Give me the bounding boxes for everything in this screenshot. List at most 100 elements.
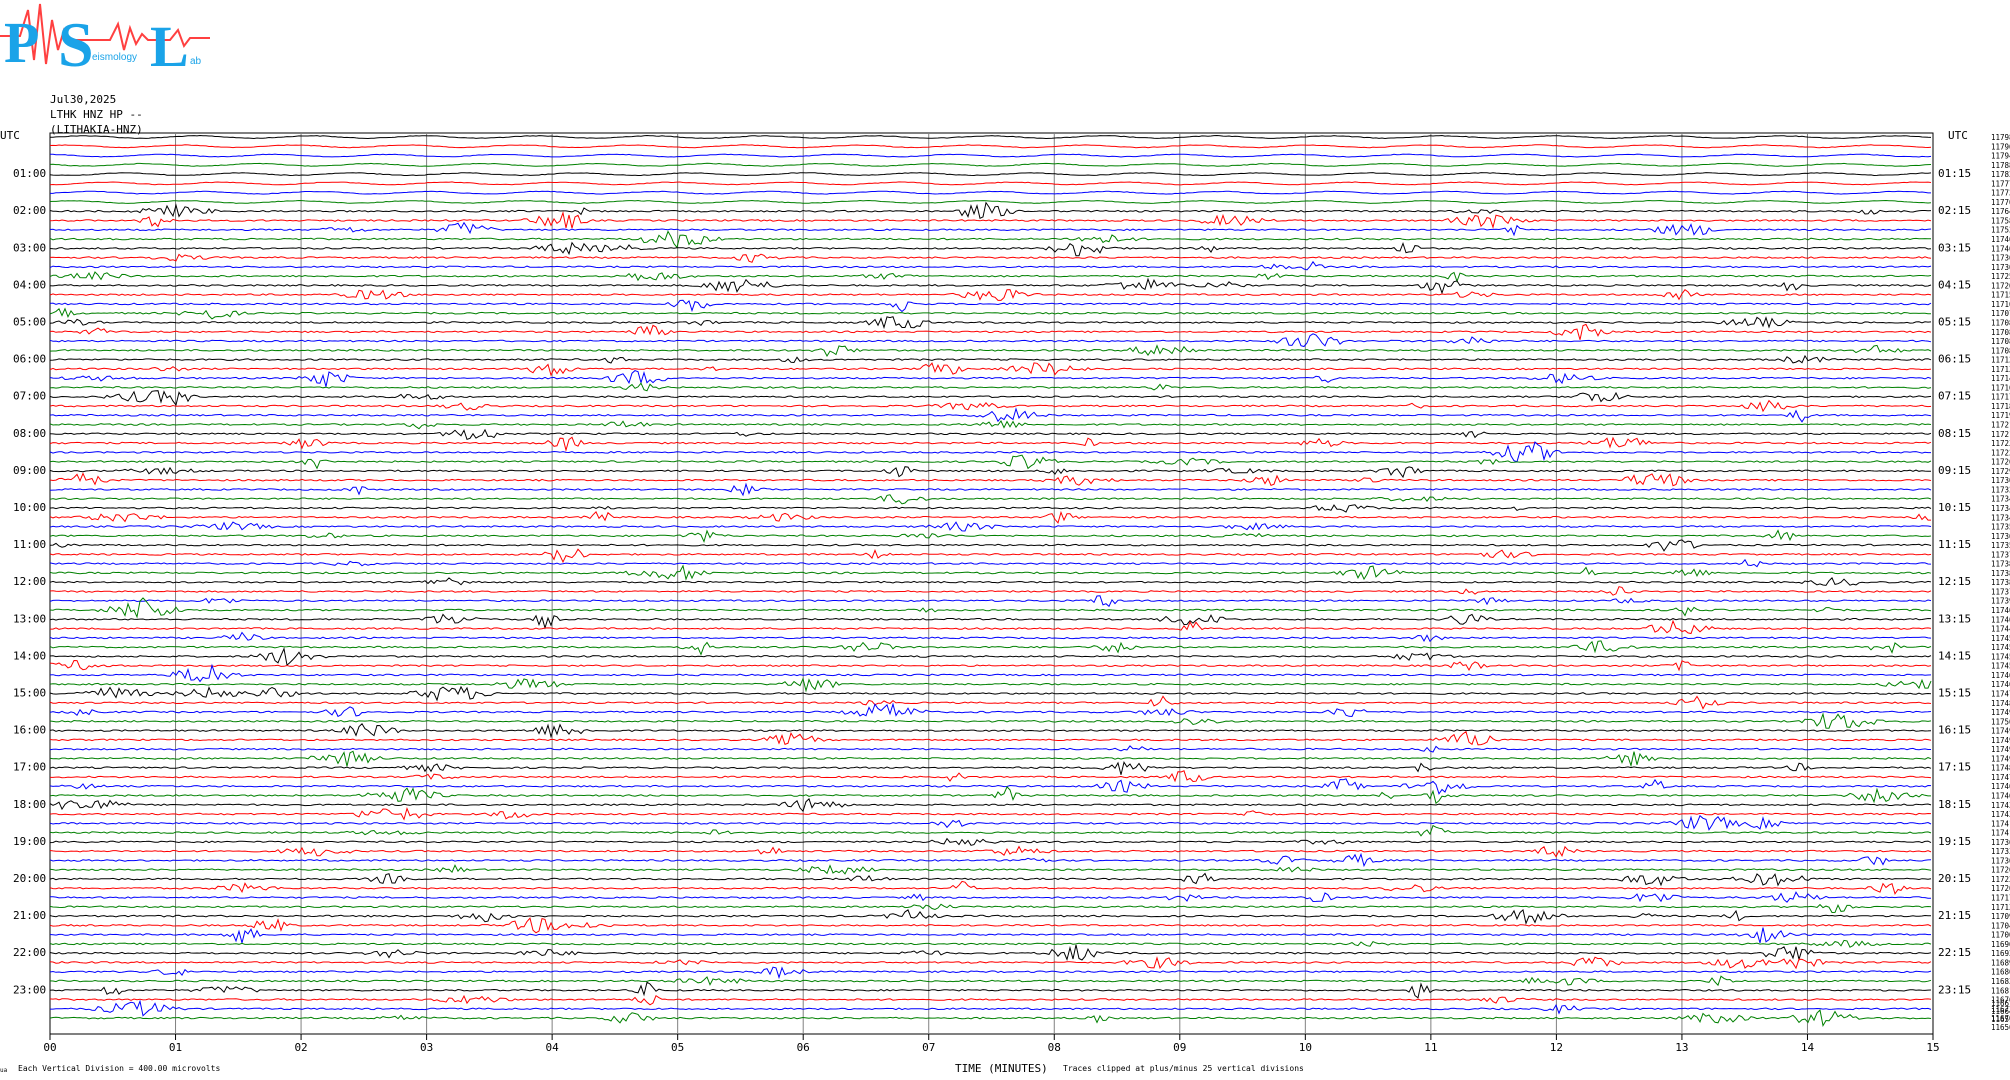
- trace-offset-label: 11738: [1991, 578, 2010, 587]
- right-hour-label: 12:15: [1938, 575, 1971, 588]
- seismogram-trace: [49, 712, 1932, 729]
- left-hour-label: 18:00: [13, 798, 46, 811]
- trace-offset-label: 11750: [1991, 717, 2010, 726]
- right-hour-label: 07:15: [1938, 390, 1971, 403]
- trace-offset-label: 11704: [1991, 921, 2010, 930]
- seismogram-trace: [49, 504, 1932, 513]
- left-hour-label: 06:00: [13, 353, 46, 366]
- seismogram-trace: [49, 482, 1932, 497]
- x-tick-label: 07: [922, 1041, 935, 1054]
- trace-offset-label: 11689: [1991, 958, 2010, 967]
- trace-offset-label: 11735: [1991, 523, 2010, 532]
- trace-offset-label: 11715: [1991, 291, 2010, 300]
- trace-offset-label: 11747: [1991, 689, 2010, 698]
- seismogram-trace: [49, 390, 1932, 407]
- seismogram-trace: [49, 548, 1932, 564]
- trace-offset-label: 11710: [1991, 300, 2010, 309]
- trace-offset-label: 11726: [1991, 458, 2010, 467]
- seismogram-trace: [49, 939, 1932, 948]
- seismogram-trace: [49, 908, 1932, 925]
- seismogram-trace: [49, 852, 1932, 868]
- trace-offset-label: 11748: [1991, 764, 2010, 773]
- trace-offset-label: 11708: [1991, 346, 2010, 355]
- trace-offset-label: 11708: [1991, 318, 2010, 327]
- seismogram-trace: [49, 975, 1932, 987]
- trace-offset-label: 11737: [1991, 587, 2010, 596]
- seismogram-trace: [49, 595, 1932, 608]
- seismogram-trace: [49, 529, 1932, 544]
- seismogram-trace: [49, 494, 1932, 505]
- seismogram-trace: [49, 466, 1932, 479]
- trace-offset-label: 11773: [1991, 189, 2010, 198]
- x-tick-label: 09: [1173, 1041, 1186, 1054]
- seismogram-trace: [49, 903, 1932, 914]
- trace-offset-label: 11683: [1991, 977, 2010, 986]
- seismogram-trace: [49, 872, 1932, 887]
- x-tick-label: 02: [294, 1041, 307, 1054]
- trace-offset-label: 11734: [1991, 513, 2010, 522]
- left-hour-label: 15:00: [13, 686, 46, 699]
- trace-offset-label: 11736: [1991, 532, 2010, 541]
- seismogram-trace: [49, 613, 1932, 630]
- trace-offset-label: 11696: [1991, 940, 2010, 949]
- trace-offset-label: 11752: [1991, 226, 2010, 235]
- trace-offset-label: 11726: [1991, 866, 2010, 875]
- seismogram-trace: [49, 944, 1932, 962]
- right-hour-label: 19:15: [1938, 835, 1971, 848]
- record-date: Jul30,2025: [50, 93, 117, 106]
- right-hour-label: 09:15: [1938, 464, 1971, 477]
- x-tick-label: 13: [1675, 1041, 1688, 1054]
- right-hour-label: 11:15: [1938, 538, 1971, 551]
- logo-letter-p: P: [4, 10, 39, 75]
- seismogram-trace: [49, 659, 1932, 672]
- seismogram-trace: [49, 798, 1932, 813]
- seismogram-trace: [49, 778, 1932, 795]
- left-hour-label: 13:00: [13, 612, 46, 625]
- trace-offset-label: 11707: [1991, 309, 2010, 318]
- left-hour-label: 23:00: [13, 983, 46, 996]
- right-hour-label: 15:15: [1938, 686, 1971, 699]
- right-hour-label: 23:15: [1938, 983, 1971, 996]
- seismogram-trace: [49, 723, 1932, 739]
- trace-offset-label: 11736: [1991, 254, 2010, 263]
- trace-offset-label: 11746: [1991, 680, 2010, 689]
- left-hour-label: 07:00: [13, 390, 46, 403]
- seismogram-trace: [49, 702, 1932, 718]
- trace-offset-label: 11745: [1991, 662, 2010, 671]
- seismogram-trace: [49, 558, 1932, 568]
- trace-offset-label: 11782: [1991, 170, 2010, 179]
- left-hour-label: 02:00: [13, 204, 46, 217]
- logo-caption-1: eismology: [92, 52, 137, 63]
- trace-offset-label: 11722: [1991, 448, 2010, 457]
- seismogram-trace: [49, 299, 1932, 313]
- x-tick-label: 03: [420, 1041, 433, 1054]
- trace-offset-label: 11747: [1991, 773, 2010, 782]
- seismogram-trace: [49, 370, 1932, 387]
- right-hour-label: 14:15: [1938, 649, 1971, 662]
- trace-offset-label: 11748: [1991, 699, 2010, 708]
- trace-offset-label: 11708: [1991, 337, 2010, 346]
- trace-offset-label: 11709: [1991, 912, 2010, 921]
- seismogram-trace: [49, 786, 1931, 805]
- left-hour-label: 17:00: [13, 761, 46, 774]
- left-axis-label: UTC: [0, 129, 20, 142]
- trace-offset-label: 11749: [1991, 727, 2010, 736]
- seismogram-trace: [49, 221, 1932, 237]
- right-hour-label: 13:15: [1938, 612, 1971, 625]
- seismogram-trace: [49, 307, 1931, 320]
- trace-offset-label: 11735: [1991, 541, 2010, 550]
- logo-letter-l: L: [150, 14, 189, 75]
- trace-offset-label: 11730: [1991, 476, 2010, 485]
- trace-offset-label: 11746: [1991, 671, 2010, 680]
- trace-offset-label: 11746: [1991, 235, 2010, 244]
- right-axis-label: UTC: [1948, 129, 1968, 142]
- plot-frame: [49, 132, 1934, 1035]
- seismogram-trace: [49, 663, 1932, 683]
- scale-note: Each Vertical Division = 400.00 microvol…: [18, 1064, 221, 1073]
- right-hour-label: 06:15: [1938, 353, 1971, 366]
- trace-offset-label: 11716: [1991, 383, 2010, 392]
